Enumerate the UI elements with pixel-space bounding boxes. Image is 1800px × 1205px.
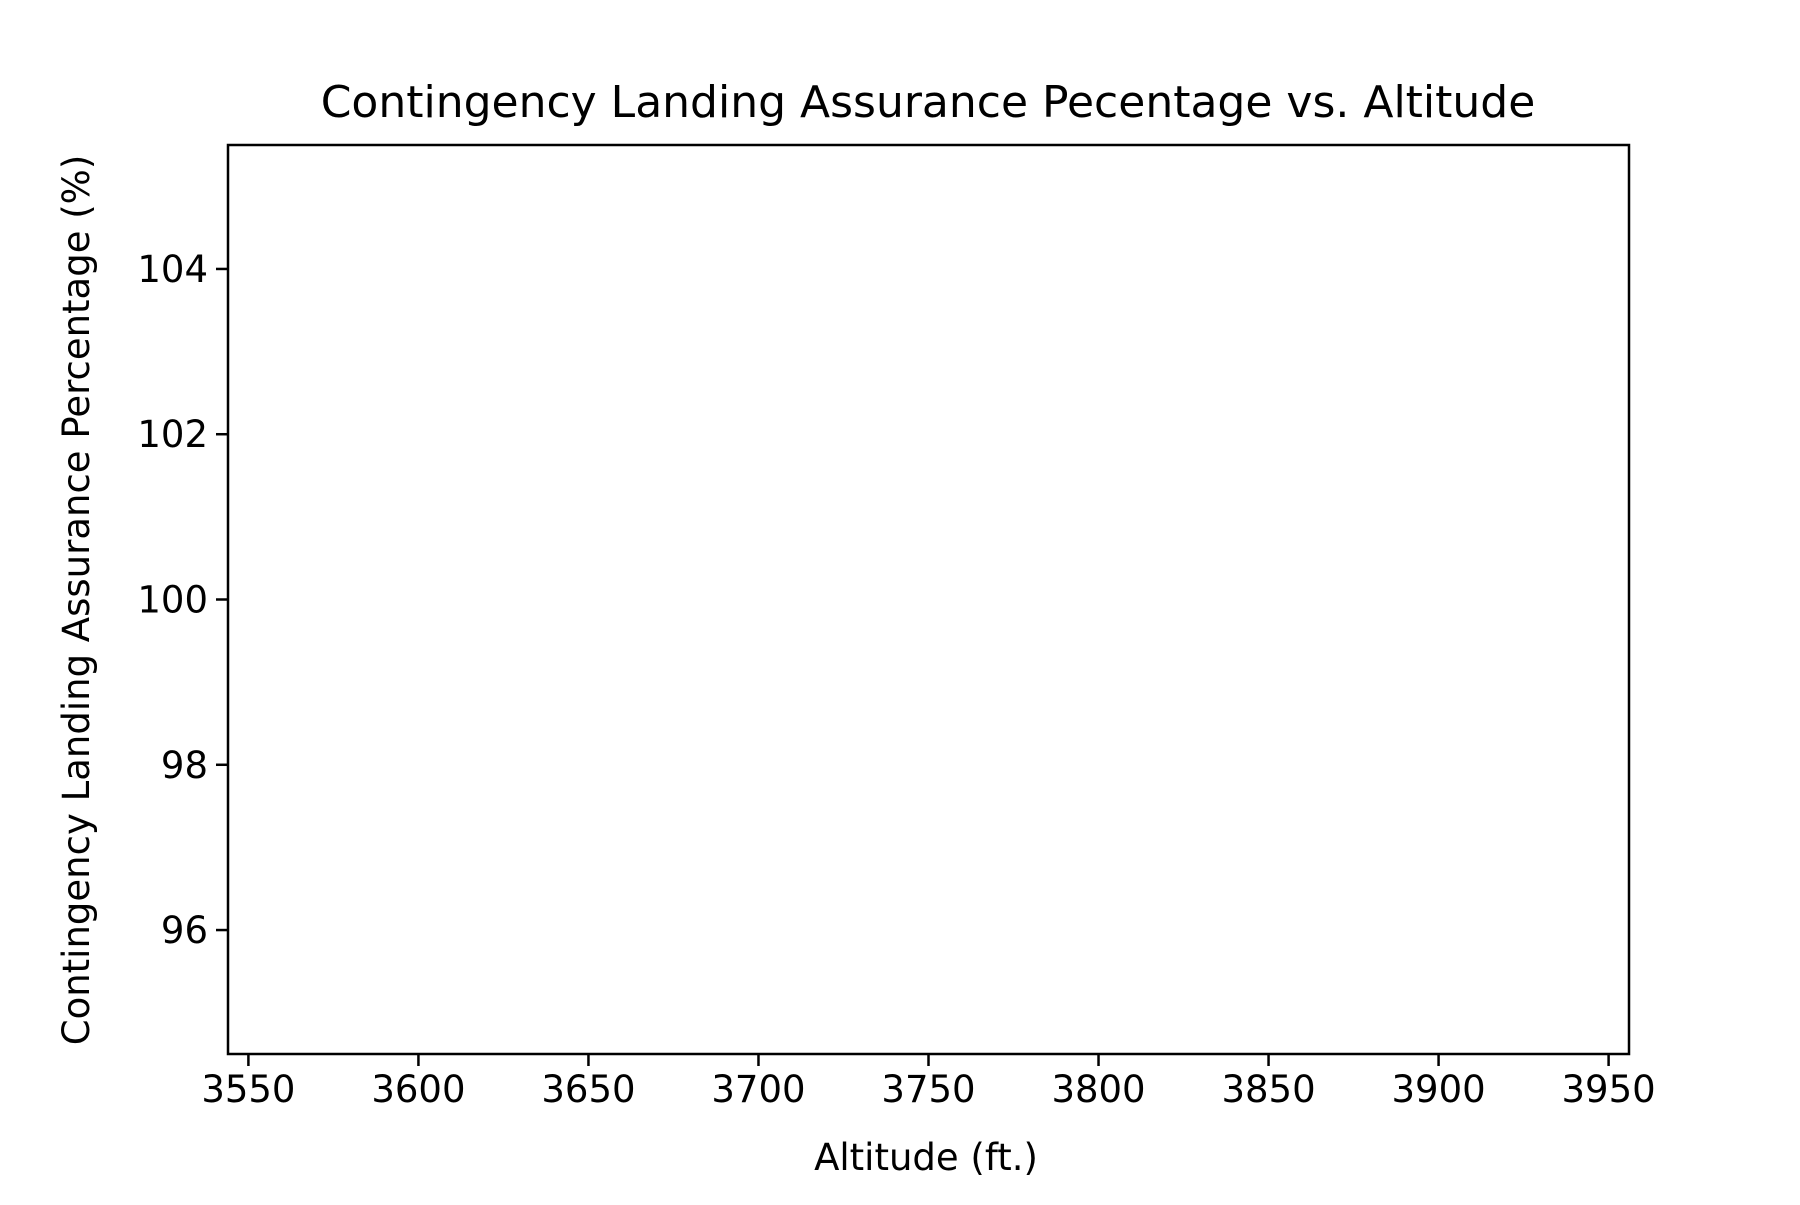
x-tick-label: 3700: [711, 1068, 805, 1111]
y-tick-label: 96: [161, 909, 208, 952]
x-tick-label: 3600: [371, 1068, 465, 1111]
x-tick-label: 3550: [201, 1068, 295, 1111]
y-axis-ticks: 96 98 100 102 104: [137, 248, 228, 952]
x-tick-label: 3950: [1562, 1068, 1656, 1111]
y-tick-label: 102: [137, 413, 208, 456]
y-axis-label: Contingency Landing Assurance Percentage…: [55, 155, 98, 1046]
x-tick-label: 3800: [1051, 1068, 1145, 1111]
x-axis-label: Altitude (ft.): [814, 1136, 1038, 1179]
x-tick-label: 3650: [541, 1068, 635, 1111]
x-tick-label: 3850: [1221, 1068, 1315, 1111]
x-tick-label: 3750: [881, 1068, 975, 1111]
x-axis-ticks: 3550 3600 3650 3700 3750 3800 3850 3900 3950: [201, 1054, 1656, 1111]
y-tick-label: 104: [137, 248, 208, 291]
x-tick-label: 3900: [1391, 1068, 1485, 1111]
chart-title: Contingency Landing Assurance Pecentage …: [321, 77, 1536, 128]
y-tick-label: 98: [161, 744, 208, 787]
y-tick-label: 100: [137, 579, 208, 622]
